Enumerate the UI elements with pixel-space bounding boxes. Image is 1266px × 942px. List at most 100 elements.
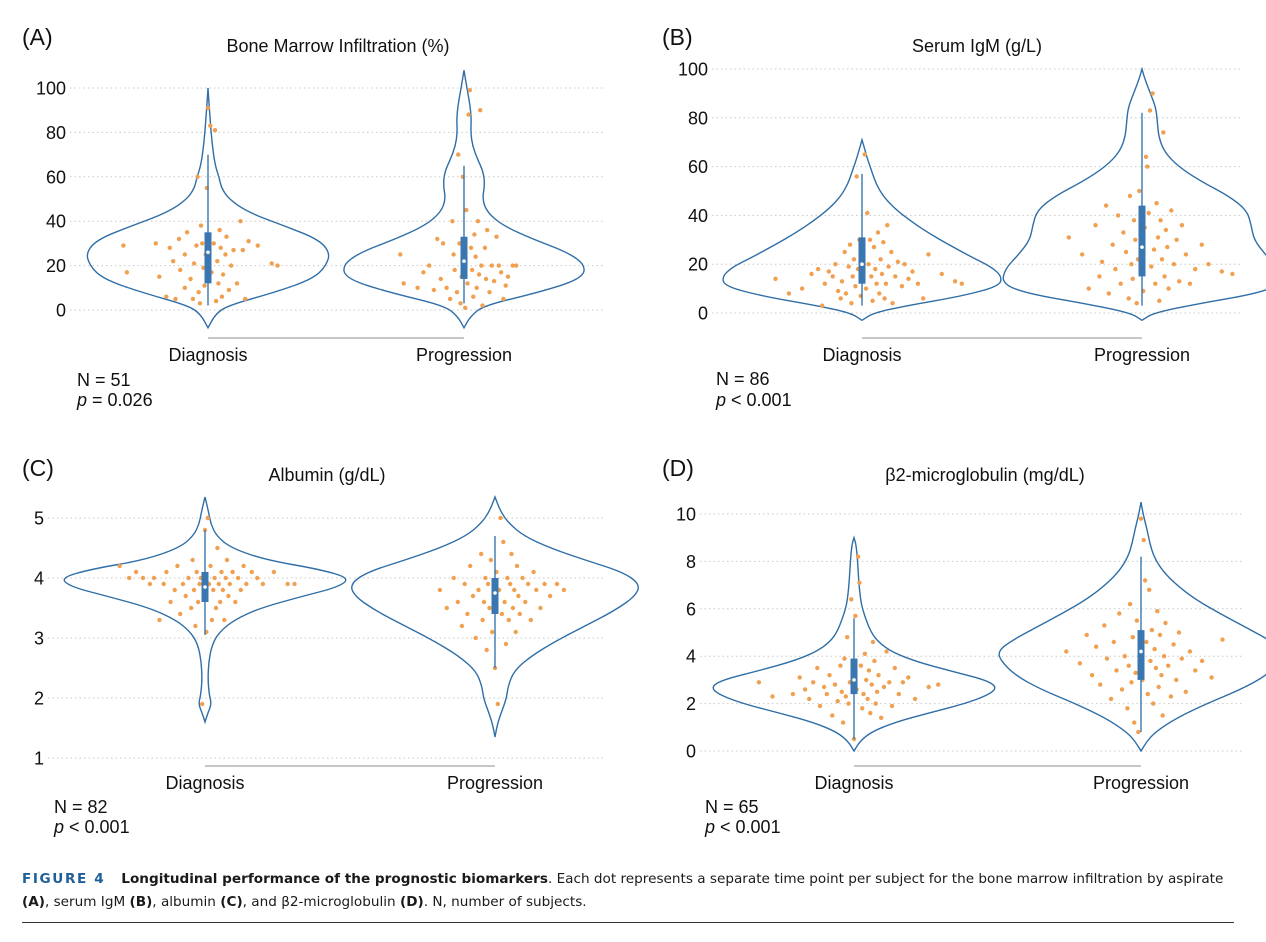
- data-point: [900, 680, 906, 685]
- y-tick-label: 60: [46, 167, 66, 187]
- y-tick-label: 2: [34, 689, 44, 709]
- data-point: [168, 599, 173, 605]
- data-point: [466, 112, 471, 117]
- data-point: [1114, 668, 1119, 673]
- data-point: [835, 699, 840, 704]
- data-point: [456, 152, 461, 157]
- data-point: [1110, 242, 1115, 247]
- data-point: [182, 285, 187, 290]
- caption-text: . Each dot represents a separate time po…: [547, 871, 1224, 887]
- data-point: [195, 174, 200, 179]
- data-point: [1174, 677, 1179, 683]
- data-point: [205, 105, 211, 111]
- data-point: [1149, 627, 1155, 633]
- data-point: [811, 680, 816, 685]
- data-point: [1080, 252, 1085, 257]
- data-point: [193, 623, 198, 629]
- data-point: [498, 515, 503, 521]
- data-point: [1156, 684, 1161, 690]
- chart-title: Albumin (g/dL): [268, 465, 385, 485]
- caption-body: . Each dot represents a separate time po…: [22, 871, 1223, 910]
- data-point: [505, 274, 511, 279]
- y-tick-label: 80: [46, 123, 66, 143]
- data-point: [892, 665, 897, 671]
- data-point: [238, 219, 243, 224]
- data-point: [824, 691, 829, 697]
- data-point: [218, 599, 223, 605]
- data-point: [1117, 611, 1122, 616]
- stat-value: = 0.026: [87, 390, 153, 410]
- y-tick-label: 100: [678, 60, 708, 80]
- data-point: [858, 663, 863, 668]
- data-point: [189, 605, 194, 611]
- data-point: [468, 245, 474, 250]
- data-point: [208, 563, 213, 569]
- chart-title: β2-microglobulin (mg/dL): [885, 465, 1084, 485]
- data-point: [850, 274, 855, 279]
- p-symbol: p: [53, 817, 64, 837]
- data-point: [1230, 271, 1235, 277]
- data-point: [921, 296, 926, 301]
- y-tick-label: 10: [676, 505, 696, 525]
- data-point: [1093, 223, 1098, 228]
- data-point: [896, 691, 901, 697]
- data-point: [872, 658, 877, 664]
- data-point: [1134, 618, 1140, 623]
- data-point: [1159, 673, 1164, 678]
- data-point: [1154, 201, 1159, 206]
- data-point: [435, 236, 440, 242]
- data-point: [127, 575, 132, 581]
- y-tick-label: 4: [34, 569, 44, 589]
- data-point: [884, 649, 889, 654]
- data-point: [484, 647, 489, 653]
- data-point: [1145, 164, 1150, 169]
- data-point: [211, 241, 216, 246]
- data-point: [1130, 276, 1135, 281]
- stat-value: < 0.001: [715, 817, 781, 837]
- data-point: [1163, 227, 1169, 233]
- y-tick-label: 5: [34, 509, 44, 529]
- iqr-box: [1137, 630, 1145, 680]
- data-point: [1165, 244, 1170, 250]
- data-point: [863, 286, 869, 291]
- sample-size-label: N = 82: [54, 797, 108, 817]
- data-point: [496, 263, 501, 268]
- data-point: [487, 605, 492, 611]
- data-point: [807, 696, 812, 702]
- data-point: [176, 236, 182, 242]
- data-point: [799, 286, 805, 291]
- data-point: [513, 629, 518, 635]
- p-symbol: p: [704, 817, 715, 837]
- iqr-box: [491, 578, 499, 614]
- data-point: [1121, 230, 1126, 235]
- data-point: [164, 569, 169, 575]
- data-point: [467, 88, 472, 93]
- data-point: [197, 581, 202, 587]
- data-point: [1145, 691, 1151, 697]
- data-point: [846, 701, 851, 706]
- p-value-label: p < 0.001: [715, 390, 792, 410]
- caption-panel-ref: (B): [129, 894, 153, 910]
- data-point: [217, 227, 222, 233]
- data-point: [226, 593, 231, 599]
- data-point: [209, 617, 215, 623]
- data-point: [501, 539, 506, 545]
- y-tick-label: 3: [34, 629, 44, 649]
- data-point: [485, 227, 490, 233]
- data-point: [542, 581, 547, 587]
- data-point: [458, 301, 463, 306]
- data-point: [465, 611, 470, 617]
- data-point: [489, 263, 494, 268]
- data-point: [1160, 713, 1165, 718]
- data-point: [1149, 264, 1154, 269]
- data-point: [164, 294, 169, 299]
- data-point: [1143, 154, 1149, 159]
- data-point: [503, 641, 509, 647]
- data-point: [851, 257, 857, 262]
- data-point: [505, 575, 510, 581]
- data-point: [200, 701, 205, 707]
- caption-text: . N, number of subjects.: [423, 894, 587, 910]
- data-point: [906, 675, 911, 680]
- data-point: [821, 684, 827, 690]
- median-marker: [462, 259, 466, 263]
